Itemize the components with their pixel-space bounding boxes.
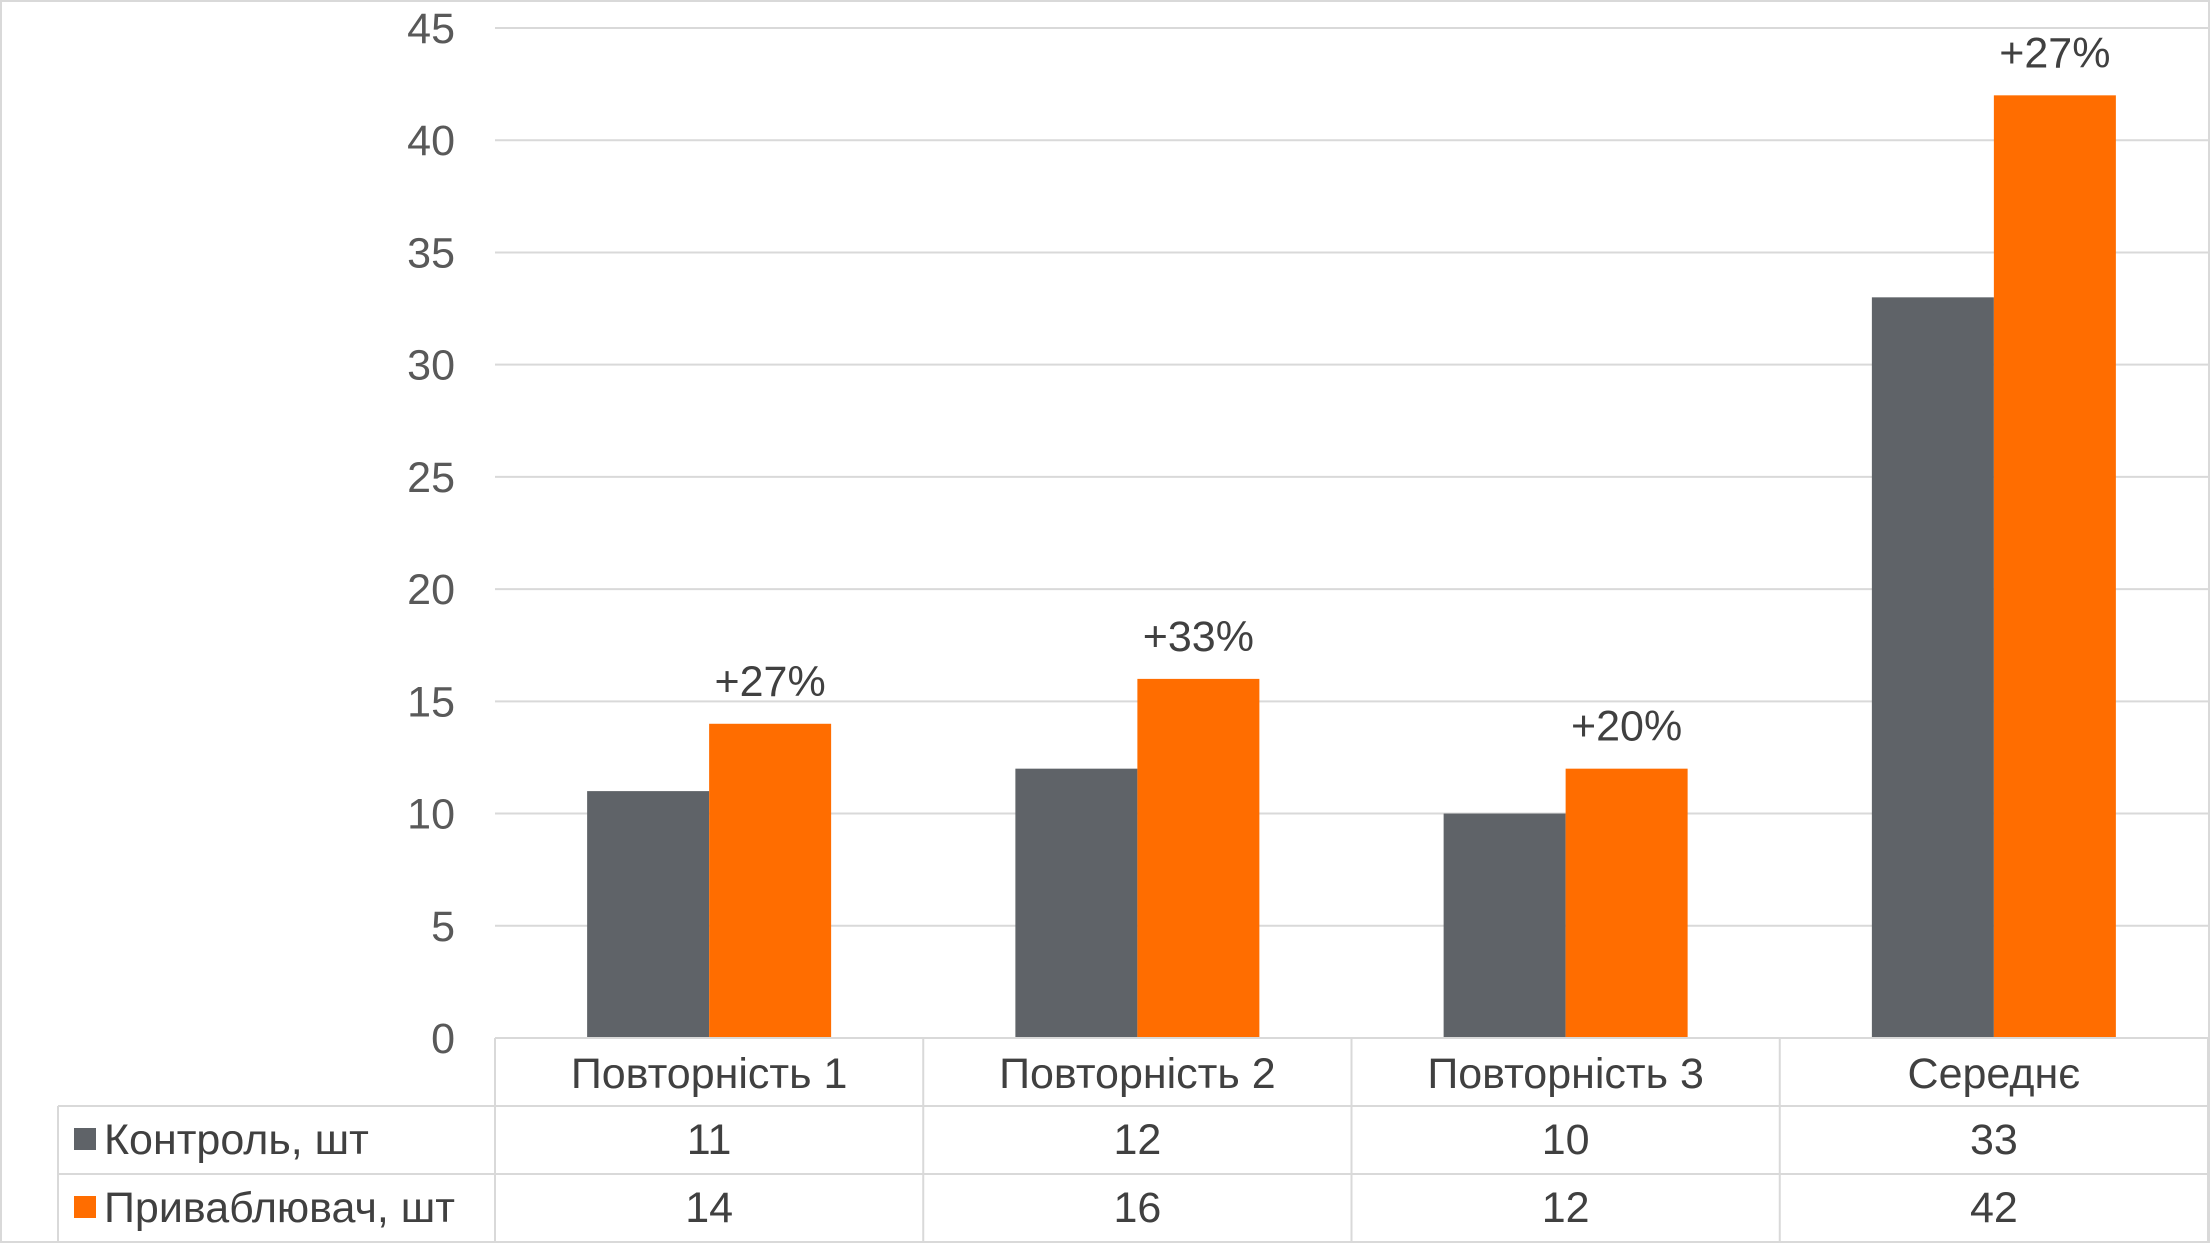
category-label: Середнє [1908, 1050, 2081, 1098]
table-cell-value: 12 [1113, 1116, 1161, 1164]
category-label: Повторність 2 [999, 1050, 1276, 1098]
legend-swatch [74, 1196, 96, 1218]
bar-attractant [709, 723, 832, 1038]
y-axis-ticks: 0 5 10 15 20 25 30 35 40 45 [407, 5, 455, 1063]
y-tick-label: 40 [407, 117, 455, 165]
y-tick-label: 35 [407, 229, 455, 277]
bar-control [1015, 768, 1138, 1038]
bar-attractant [1993, 95, 2116, 1039]
table-cell-value: 14 [685, 1184, 733, 1232]
data-table: Повторність 1 Повторність 2 Повторність 3 С… [57, 1037, 2209, 1242]
data-label-percent: +27% [1999, 29, 2110, 77]
table-cell-value: 12 [1542, 1184, 1590, 1232]
bars [587, 95, 2116, 1039]
data-label-percent: +27% [715, 658, 826, 706]
y-tick-label: 15 [407, 678, 455, 726]
bar-attractant [1137, 678, 1260, 1038]
bar-control [1443, 813, 1566, 1038]
legend-label: Контроль, шт [104, 1116, 369, 1164]
table-cell-value: 10 [1542, 1116, 1590, 1164]
table-cell-value: 11 [687, 1116, 732, 1164]
y-tick-label: 30 [407, 342, 455, 390]
y-tick-label: 5 [431, 903, 455, 951]
y-tick-label: 0 [431, 1015, 455, 1063]
table-cell-value: 16 [1113, 1184, 1161, 1232]
data-label-percent: +33% [1143, 613, 1254, 661]
data-annotations: +27% +33% +20% +27% [715, 29, 2111, 750]
data-label-percent: +20% [1571, 703, 1682, 751]
table-cell-value: 33 [1970, 1116, 2018, 1164]
category-label: Повторність 1 [571, 1050, 848, 1098]
bar-control [587, 791, 710, 1038]
category-label: Повторність 3 [1427, 1050, 1704, 1098]
bar-control [1871, 297, 1994, 1038]
table-cell-value: 42 [1970, 1184, 2018, 1232]
legend-swatch [74, 1128, 96, 1150]
y-tick-label: 45 [407, 5, 455, 53]
y-tick-label: 25 [407, 454, 455, 502]
y-tick-label: 20 [407, 566, 455, 614]
legend-label: Приваблювач, шт [104, 1184, 455, 1232]
bar-attractant [1565, 768, 1688, 1038]
y-tick-label: 10 [407, 791, 455, 839]
